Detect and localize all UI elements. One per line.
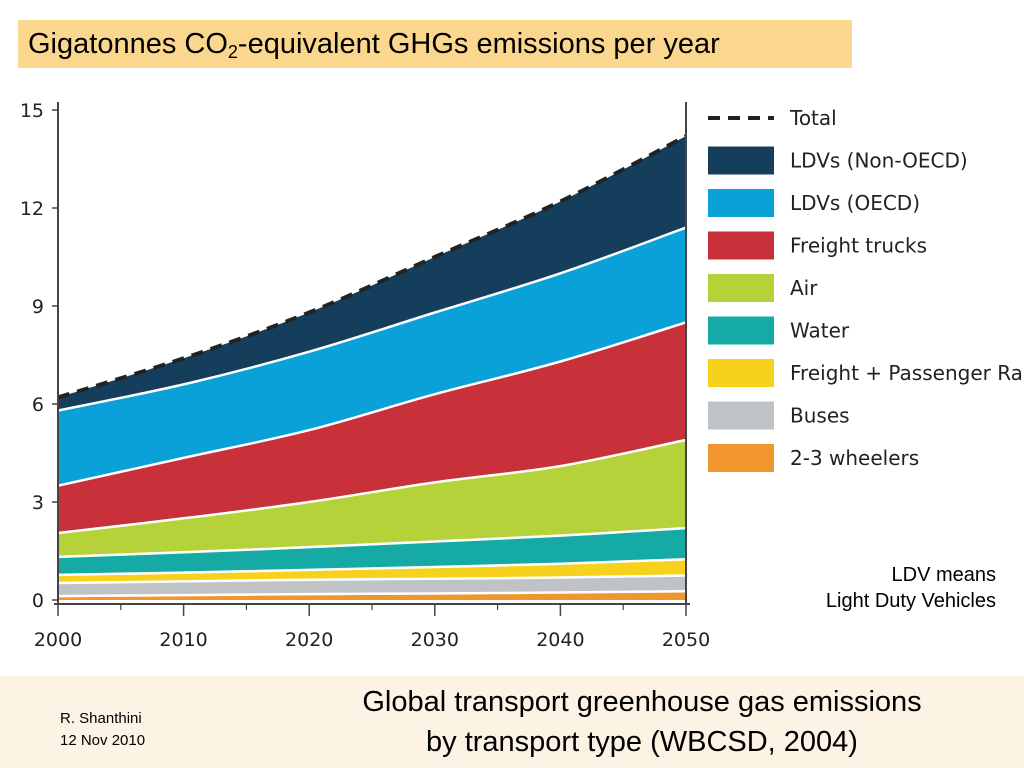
band-separator (57, 321, 687, 487)
x-tick-label: 2020 (285, 629, 333, 651)
legend-label-ldvs-oecd: LDVs (OECD) (790, 191, 920, 215)
legend-swatch-2-3-wheelers (708, 444, 774, 472)
ldv-note: LDV means Light Duty Vehicles (760, 562, 996, 614)
legend-label-total: Total (789, 106, 837, 130)
band-separator (57, 226, 687, 412)
caption-line2: by transport type (WBCSD, 2004) (426, 726, 858, 758)
legend-swatch-buses (708, 401, 774, 430)
x-tick-label: 2050 (662, 629, 710, 651)
y-tick-label: 6 (32, 394, 44, 416)
area-buses (58, 575, 686, 597)
x-tick-label: 2030 (411, 629, 459, 651)
band-separator (57, 557, 687, 577)
title-subscript: 2 (227, 42, 238, 62)
y-tick-label: 3 (32, 492, 44, 514)
area-water (58, 528, 686, 575)
legend-label-water: Water (790, 319, 850, 343)
ldv-note-line2: Light Duty Vehicles (825, 590, 996, 612)
y-tick-label: 15 (20, 100, 44, 122)
legend-label-2-3-wheelers: 2-3 wheelers (790, 446, 919, 470)
legend-swatch-freight-passenger-rail (708, 359, 774, 387)
title-rest: -equivalent GHGs emissions per year (237, 28, 720, 60)
legend-swatch-freight-trucks (708, 231, 774, 260)
legend-swatch-air (708, 274, 774, 302)
author-date: 12 Nov 2010 (60, 732, 146, 749)
area-freight-trucks (58, 322, 686, 533)
y-tick-label: 12 (20, 198, 44, 220)
ldv-note-line1: LDV means (891, 564, 997, 586)
band-separator (57, 526, 687, 559)
legend-label-freight-passenger-rail: Freight + Passenger Rail (790, 361, 1024, 385)
y-tick-label: 9 (32, 296, 44, 318)
x-tick-label: 2000 (34, 629, 82, 651)
y-tick-label: 0 (32, 590, 44, 612)
band-separator (57, 438, 687, 535)
band-separator (57, 589, 687, 598)
legend-label-freight-trucks: Freight trucks (790, 234, 927, 258)
caption-line1: Global transport greenhouse gas emission… (362, 686, 922, 718)
title-main: Gigatonnes CO (28, 28, 228, 60)
legend-swatch-ldvs-oecd (708, 189, 774, 217)
legend-swatch-water (708, 316, 774, 345)
legend-label-buses: Buses (790, 404, 850, 428)
legend-label-air: Air (790, 276, 818, 300)
legend-swatch-ldvs-non-oecd (708, 146, 774, 175)
title-box: Gigatonnes CO2-equivalent GHGs emissions… (18, 20, 852, 68)
x-tick-label: 2040 (536, 629, 584, 651)
area-layers (57, 134, 687, 600)
chart-axes: 0 3 6 9 12 15 2000 2010 2020 2030 2040 2050 (20, 100, 710, 651)
band-separator (57, 574, 687, 585)
area-ldvs-oecd (58, 227, 686, 486)
emissions-chart: 0 3 6 9 12 15 2000 2010 2020 2030 2040 2050 Total LD… (20, 100, 1024, 651)
x-tick-label: 2010 (159, 629, 207, 651)
legend-label-ldvs-non-oecd: LDVs (Non-OECD) (790, 149, 968, 173)
author-block: R. Shanthini 12 Nov 2010 (60, 708, 145, 752)
slide-caption: Global transport greenhouse gas emission… (270, 682, 1014, 762)
author-name: R. Shanthini (60, 710, 142, 727)
chart-title: Gigatonnes CO2-equivalent GHGs emissions… (28, 28, 720, 63)
chart-legend: Total LDVs (Non-OECD) LDVs (OECD) Freight t… (708, 106, 1024, 472)
area-air (58, 439, 686, 557)
